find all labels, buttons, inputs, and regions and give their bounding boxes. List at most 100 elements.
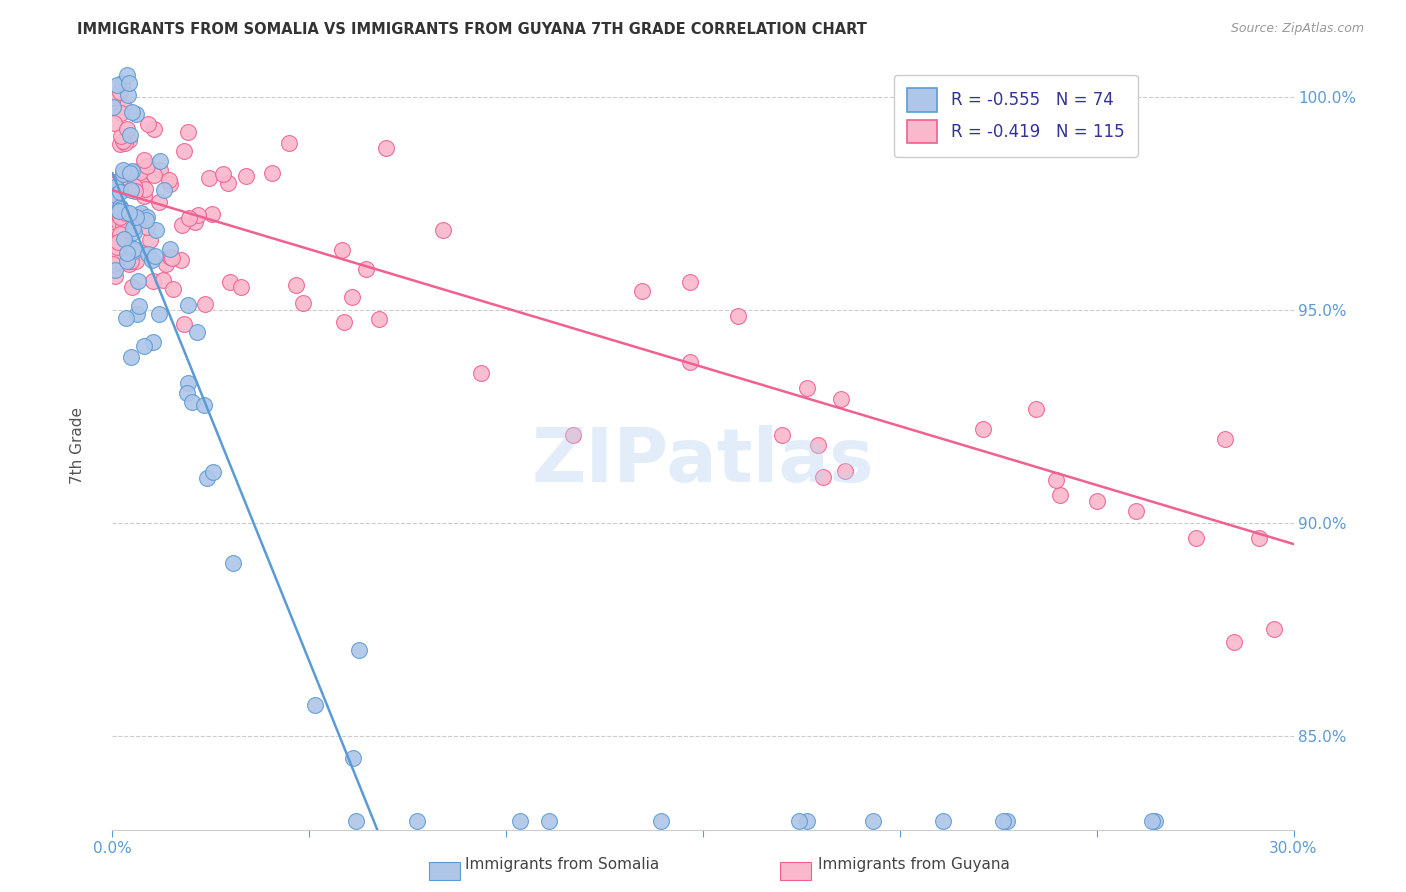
Point (127, 164, 149, 178)
Point (180, 395, 202, 409)
Point (128, 299, 150, 313)
Point (198, 171, 221, 186)
Point (796, 814, 818, 828)
Point (221, 556, 243, 570)
Point (134, 182, 156, 196)
Point (157, 173, 180, 187)
Point (374, 141, 396, 155)
Point (105, 78, 128, 92)
Point (118, 76, 141, 90)
Point (830, 392, 852, 406)
Point (127, 274, 149, 288)
Point (122, 225, 145, 239)
Point (107, 203, 129, 218)
Point (104, 199, 127, 213)
Point (120, 241, 142, 255)
Point (103, 244, 125, 258)
Point (186, 325, 208, 339)
Text: Immigrants from Somalia: Immigrants from Somalia (465, 857, 659, 872)
Point (134, 153, 156, 167)
Point (931, 814, 953, 828)
Point (354, 261, 377, 276)
Point (115, 68, 138, 82)
Point (201, 207, 224, 221)
Point (630, 284, 652, 298)
Point (212, 167, 235, 181)
Point (727, 309, 749, 323)
Point (1185, 531, 1208, 545)
Point (124, 253, 146, 268)
Point (111, 211, 134, 226)
Point (112, 232, 135, 246)
Point (141, 253, 163, 268)
Point (1144, 814, 1167, 828)
Point (131, 206, 153, 220)
Point (111, 162, 134, 177)
Point (770, 427, 793, 442)
Point (135, 160, 157, 174)
Point (121, 163, 143, 178)
Point (159, 250, 181, 264)
Point (104, 262, 127, 277)
Point (796, 381, 818, 395)
Point (152, 272, 174, 286)
Point (142, 334, 165, 349)
Point (202, 465, 225, 479)
Point (110, 106, 132, 120)
Point (807, 438, 830, 452)
Point (177, 297, 200, 311)
Point (136, 246, 159, 260)
Point (193, 398, 215, 412)
Point (124, 184, 146, 198)
Point (148, 195, 170, 210)
Point (344, 814, 367, 828)
Point (142, 121, 165, 136)
Point (101, 91, 124, 105)
Point (124, 244, 146, 258)
Point (118, 166, 141, 180)
Point (135, 212, 157, 227)
Point (114, 136, 136, 150)
Point (121, 183, 143, 197)
Text: Immigrants from Guyana: Immigrants from Guyana (818, 857, 1010, 872)
Point (115, 121, 138, 136)
Point (1085, 494, 1108, 508)
Point (1142, 814, 1164, 828)
Point (561, 428, 583, 442)
Point (972, 422, 994, 436)
Point (132, 213, 155, 227)
Point (114, 178, 136, 193)
Legend: R = -0.555   N = 74, R = -0.419   N = 115: R = -0.555 N = 74, R = -0.419 N = 115 (894, 75, 1137, 157)
Point (291, 295, 314, 310)
Point (129, 178, 152, 192)
Point (103, 178, 125, 192)
Point (679, 275, 702, 289)
Point (105, 187, 128, 202)
Point (103, 249, 125, 263)
Point (103, 230, 125, 244)
Point (993, 814, 1015, 828)
Point (187, 208, 209, 222)
Point (112, 167, 135, 181)
Point (120, 350, 142, 364)
Point (118, 257, 141, 271)
Point (1125, 504, 1147, 518)
Point (112, 100, 135, 114)
Point (110, 210, 132, 224)
Point (342, 751, 364, 765)
Point (1223, 635, 1246, 649)
Point (170, 252, 193, 267)
Point (108, 185, 131, 199)
Point (149, 154, 172, 169)
Point (1025, 402, 1047, 417)
Point (834, 464, 856, 478)
Point (104, 180, 127, 194)
Point (104, 187, 127, 202)
Point (995, 814, 1018, 828)
Point (105, 240, 128, 254)
Point (159, 242, 181, 256)
Point (110, 202, 132, 216)
Point (176, 125, 198, 139)
Point (131, 245, 153, 260)
Point (149, 162, 172, 177)
